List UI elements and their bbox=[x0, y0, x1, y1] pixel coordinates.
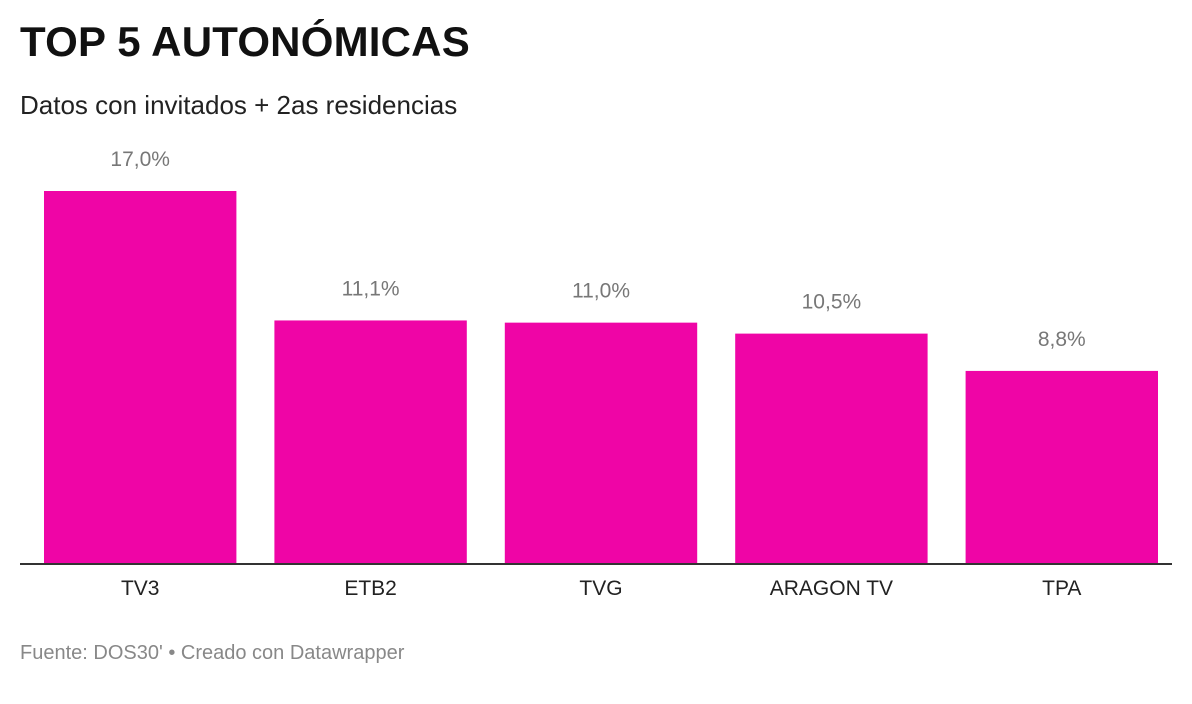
chart-subtitle: Datos con invitados + 2as residencias bbox=[20, 90, 458, 120]
value-label: 11,1% bbox=[342, 277, 400, 300]
category-label: ARAGON TV bbox=[770, 577, 893, 600]
bar-tvg bbox=[504, 322, 698, 564]
bar-etb2 bbox=[274, 320, 467, 564]
bar-tv3 bbox=[44, 191, 237, 564]
value-label: 10,5% bbox=[802, 291, 862, 314]
value-label: 17,0% bbox=[110, 148, 170, 171]
chart-title: TOP 5 AUTONÓMICAS bbox=[20, 18, 470, 65]
source-footer: Fuente: DOS30' • Creado con Datawrapper bbox=[20, 642, 405, 664]
value-label: 8,8% bbox=[1038, 328, 1086, 351]
category-label: ETB2 bbox=[344, 577, 397, 600]
category-label: TPA bbox=[1042, 577, 1081, 600]
bar-aragon-tv bbox=[735, 333, 928, 564]
bar-chart: 17,0% TV3 11,1% ETB2 11,0% TVG 10,5% ARAGON TV 8… bbox=[20, 148, 1172, 600]
category-label: TVG bbox=[579, 577, 622, 600]
value-label: 11,0% bbox=[572, 280, 630, 303]
bar-tpa bbox=[965, 370, 1158, 564]
category-label: TV3 bbox=[121, 577, 160, 600]
